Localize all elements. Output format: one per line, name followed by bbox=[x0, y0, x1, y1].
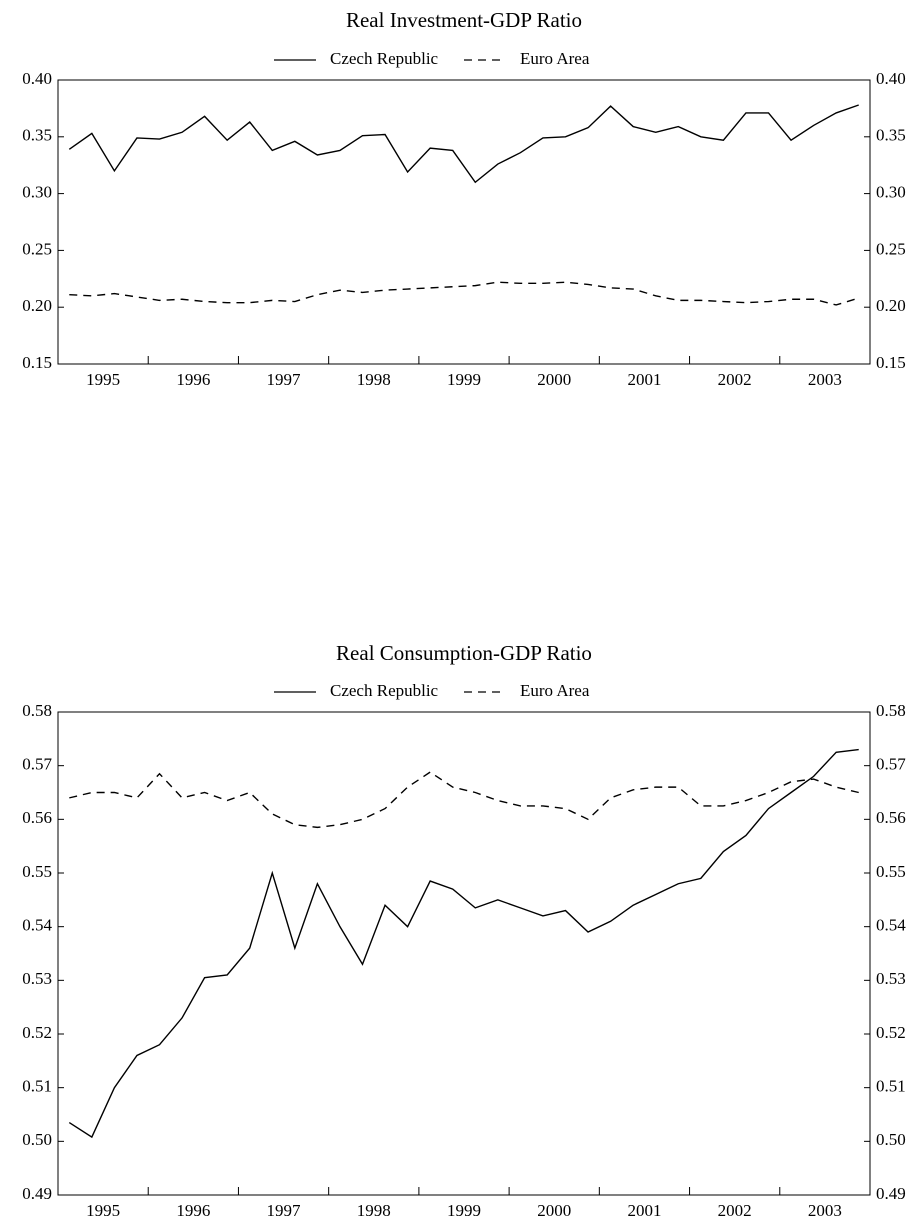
y-tick-label: 0.53 bbox=[22, 969, 52, 988]
series-line bbox=[69, 281, 859, 306]
y-tick-label: 0.57 bbox=[22, 755, 52, 774]
x-tick-label: 2001 bbox=[627, 1201, 661, 1220]
x-tick-label: 1998 bbox=[357, 1201, 391, 1220]
plot-frame bbox=[57, 79, 871, 365]
y2-tick-label: 0.58 bbox=[876, 701, 906, 720]
plot-frame bbox=[57, 711, 871, 1196]
y-tick-label: 0.52 bbox=[22, 1023, 52, 1042]
chart-title: Real Consumption-GDP Ratio bbox=[336, 641, 592, 665]
x-tick-label: 1997 bbox=[267, 1201, 302, 1220]
y-tick-label: 0.56 bbox=[22, 808, 52, 827]
legend-label: Czech Republic bbox=[330, 681, 439, 700]
x-tick-label: 1996 bbox=[176, 370, 210, 389]
y-tick-label: 0.55 bbox=[22, 862, 52, 881]
chart-title: Real Investment-GDP Ratio bbox=[346, 8, 582, 32]
y-tick-label: 0.49 bbox=[22, 1184, 52, 1203]
y2-tick-label: 0.49 bbox=[876, 1184, 906, 1203]
y2-tick-label: 0.54 bbox=[876, 916, 906, 935]
x-tick-label: 1999 bbox=[447, 370, 481, 389]
y-tick-label: 0.35 bbox=[22, 126, 52, 145]
series-line bbox=[69, 771, 859, 829]
y2-tick-label: 0.30 bbox=[876, 183, 906, 202]
legend-label: Euro Area bbox=[520, 681, 590, 700]
y-tick-label: 0.51 bbox=[22, 1077, 52, 1096]
y2-tick-label: 0.20 bbox=[876, 296, 906, 315]
x-tick-label: 2002 bbox=[718, 1201, 752, 1220]
y2-tick-label: 0.51 bbox=[876, 1077, 906, 1096]
x-tick-label: 2001 bbox=[627, 370, 661, 389]
y-tick-label: 0.30 bbox=[22, 183, 52, 202]
y2-tick-label: 0.25 bbox=[876, 239, 906, 258]
y-tick-label: 0.50 bbox=[22, 1130, 52, 1149]
y2-tick-label: 0.50 bbox=[876, 1130, 906, 1149]
x-tick-label: 1995 bbox=[86, 1201, 120, 1220]
y-tick-label: 0.58 bbox=[22, 701, 52, 720]
x-tick-label: 1997 bbox=[267, 370, 302, 389]
y2-tick-label: 0.57 bbox=[876, 755, 906, 774]
legend-label: Euro Area bbox=[520, 49, 590, 68]
legend-label: Czech Republic bbox=[330, 49, 439, 68]
x-tick-label: 2003 bbox=[808, 1201, 842, 1220]
y2-tick-label: 0.15 bbox=[876, 353, 906, 372]
x-tick-label: 1995 bbox=[86, 370, 120, 389]
y-tick-label: 0.20 bbox=[22, 296, 52, 315]
y2-tick-label: 0.52 bbox=[876, 1023, 906, 1042]
y-tick-label: 0.15 bbox=[22, 353, 52, 372]
y2-tick-label: 0.35 bbox=[876, 126, 906, 145]
y2-tick-label: 0.56 bbox=[876, 808, 906, 827]
x-tick-label: 1999 bbox=[447, 1201, 481, 1220]
y2-tick-label: 0.53 bbox=[876, 969, 906, 988]
x-tick-label: 2000 bbox=[537, 370, 571, 389]
y-tick-label: 0.54 bbox=[22, 916, 52, 935]
y-tick-label: 0.25 bbox=[22, 239, 52, 258]
y2-tick-label: 0.55 bbox=[876, 862, 906, 881]
x-tick-label: 2000 bbox=[537, 1201, 571, 1220]
x-tick-label: 2002 bbox=[718, 370, 752, 389]
x-tick-label: 1996 bbox=[176, 1201, 210, 1220]
x-tick-label: 2003 bbox=[808, 370, 842, 389]
x-tick-label: 1998 bbox=[357, 370, 391, 389]
series-line bbox=[68, 748, 859, 1139]
series-line bbox=[68, 104, 859, 184]
y-tick-label: 0.40 bbox=[22, 69, 52, 88]
y2-tick-label: 0.40 bbox=[876, 69, 906, 88]
